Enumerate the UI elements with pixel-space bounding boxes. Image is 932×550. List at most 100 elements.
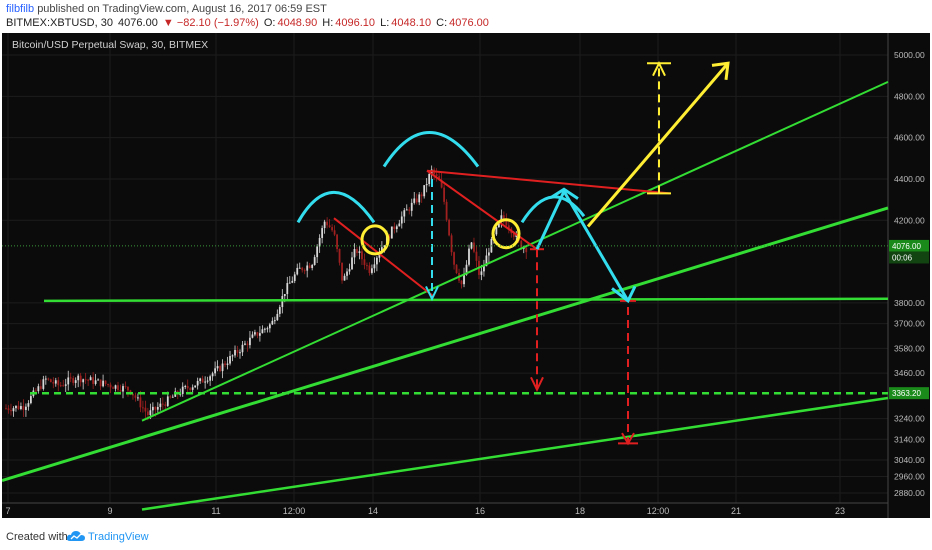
wedge-right-line [426, 169, 538, 251]
chart-area[interactable]: 5000.00 4800.00 4600.00 4400.00 4200.00 3800.… [2, 33, 930, 518]
candle-body [408, 209, 411, 211]
candle-body [520, 240, 523, 249]
candle-body [423, 185, 426, 197]
candle-body [52, 382, 55, 384]
candle-body [400, 216, 403, 224]
wedge-left-line [333, 217, 435, 298]
candle-body [358, 251, 361, 254]
candle-body [114, 385, 117, 389]
candle-body [283, 294, 286, 297]
candle-body [488, 252, 490, 256]
candle-body [211, 373, 214, 377]
candle-body [343, 275, 346, 281]
candle-body [271, 320, 274, 325]
candle-body [463, 274, 465, 285]
y-tick-label: 4400.00 [894, 174, 925, 184]
candle-body [366, 265, 368, 267]
y-tick-label: 4800.00 [894, 91, 925, 101]
candle-body [179, 393, 182, 395]
candle-body [351, 257, 353, 270]
candle-body [266, 328, 269, 330]
candle-body [443, 187, 446, 202]
high-label: H: [322, 17, 334, 29]
candle-body [112, 387, 114, 389]
candle-body [42, 379, 45, 389]
candle-body [333, 230, 336, 235]
y-tick-label: 3040.00 [894, 455, 925, 465]
candle-body [67, 377, 70, 385]
candle-body [497, 221, 500, 228]
candle-body [502, 215, 505, 219]
candle-body [59, 385, 62, 387]
price-chart[interactable]: 5000.00 4800.00 4600.00 4400.00 4200.00 3800.… [2, 33, 930, 518]
x-tick-label: 16 [475, 506, 485, 516]
candle-body [37, 386, 40, 392]
y-tick-label: 3700.00 [894, 319, 925, 329]
candle-body [62, 385, 65, 387]
candle-body [224, 363, 226, 365]
projection-path [535, 188, 630, 302]
candle-body [445, 201, 448, 220]
ohlc-line: BITMEX:XBTUSD, 30 4076.00 ▼ −82.10 (−1.9… [6, 17, 491, 29]
candle-body [72, 378, 75, 383]
candle-body [156, 406, 159, 410]
candle-body [127, 386, 129, 391]
low-label: L: [380, 17, 390, 29]
candle-body [231, 355, 234, 357]
candle-body [353, 249, 356, 258]
y-tick-label: 3580.00 [894, 343, 925, 353]
candle-body [27, 403, 30, 407]
price-change: ▼ −82.10 (−1.97%) [162, 17, 259, 29]
candle-body [15, 405, 17, 409]
left-shoulder-arc [296, 191, 376, 224]
candle-body [104, 380, 107, 385]
x-tick-label: 12:00 [283, 506, 306, 516]
candle-body [308, 265, 311, 268]
yellow-circle-left [360, 224, 390, 256]
candle-body [425, 184, 428, 186]
candle-body [448, 219, 450, 236]
candle-body [495, 227, 498, 235]
tradingview-brand[interactable]: TradingView [88, 531, 149, 543]
candle-body [268, 324, 271, 329]
price-label-box [889, 251, 929, 264]
candle-body [249, 337, 251, 346]
candle-body [234, 349, 236, 356]
head-arc [382, 130, 480, 168]
author-link[interactable]: filbfilb [6, 3, 35, 15]
candle-body [124, 386, 127, 388]
candle-body [328, 225, 331, 228]
trendline-main [2, 206, 889, 483]
candle-body [346, 271, 348, 276]
low-value: 4048.10 [391, 17, 432, 29]
price-label-text: 4076.00 [892, 242, 921, 251]
candle-body [134, 395, 137, 398]
head-depth-arrowhead [425, 285, 439, 302]
candle-body [109, 384, 112, 388]
candle-body [159, 403, 162, 407]
support-line [43, 297, 889, 303]
candle-body [336, 234, 338, 249]
price-label-box [889, 387, 929, 400]
candle-body [515, 235, 518, 237]
candle-body [281, 296, 284, 308]
footer: Created with TradingView [0, 520, 932, 550]
created-with-label: Created with [6, 531, 68, 543]
candle-body [39, 386, 42, 389]
candle-body [99, 379, 102, 387]
candle-body [390, 226, 393, 239]
price-label-text: 00:06 [892, 253, 913, 262]
candle-body [311, 264, 314, 268]
candle-body [5, 408, 7, 410]
candle-body [403, 210, 406, 217]
candle-body [398, 223, 401, 227]
candle-body [236, 349, 239, 353]
yellow-circle-right [491, 218, 521, 250]
candle-body [226, 363, 229, 365]
candle-body [57, 380, 60, 386]
publish-line: filbfilb published on TradingView.com, A… [6, 3, 327, 15]
candle-body [254, 332, 256, 335]
x-tick-label: 12:00 [647, 506, 670, 516]
candle-body [361, 251, 363, 260]
candle-body [151, 406, 154, 411]
